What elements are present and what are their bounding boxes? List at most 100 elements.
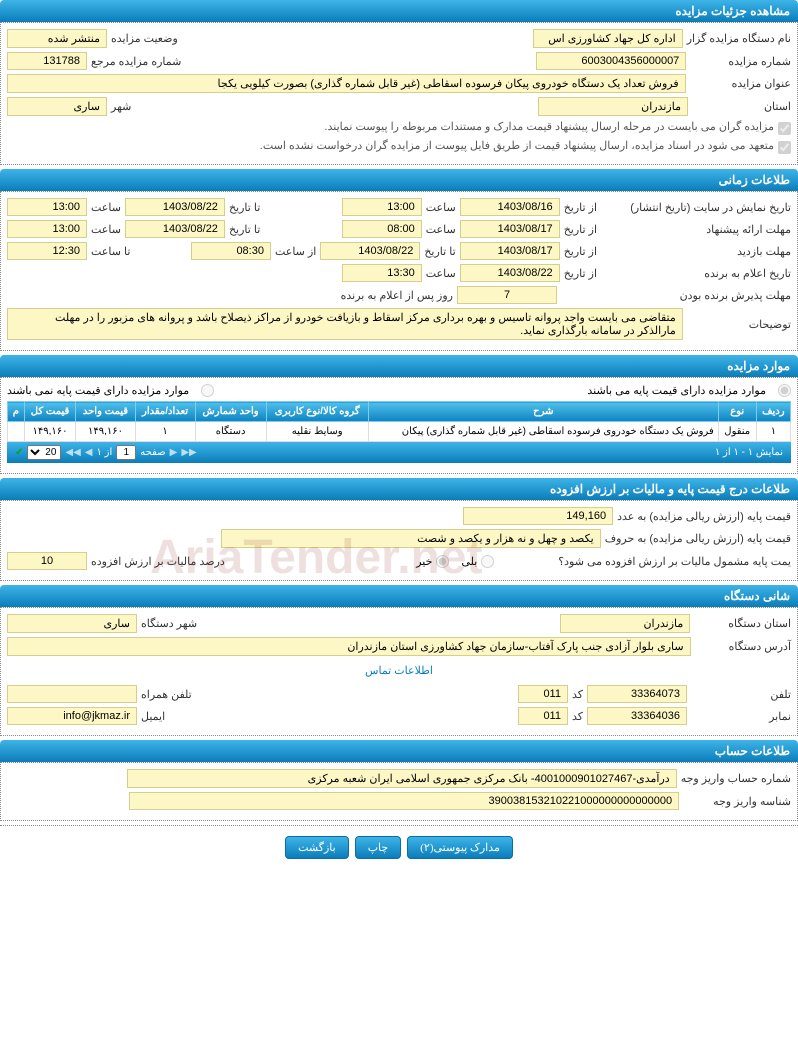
attachments-button[interactable]: مدارک پیوستی(۲): [407, 836, 513, 859]
phone-code-value: 011: [518, 685, 568, 703]
base-num-value: 149,160: [463, 507, 613, 525]
loc-province-value: مازندران: [560, 614, 690, 633]
radio-has-base-input: [778, 384, 791, 397]
vat-yes-input: [481, 555, 494, 568]
vat-yes[interactable]: بلی: [461, 555, 494, 568]
pager-prev-icon[interactable]: ▶: [170, 447, 178, 458]
cb2-label: متعهد می شود در اسناد مزایده، ارسال پیشن…: [260, 139, 774, 152]
display-from-date: 1403/08/16: [460, 198, 560, 216]
location-section-header: شانی دستگاه: [0, 585, 798, 607]
cell-qty: ۱: [135, 422, 195, 442]
radio-has-base-label: موارد مزایده دارای قیمت پایه می باشند: [587, 384, 766, 397]
from-label-2: از تاریخ: [564, 223, 597, 236]
back-button[interactable]: بازگشت: [285, 836, 349, 859]
visit-from-hour: 08:30: [191, 242, 271, 260]
account-section-header: طلاعات حساب: [0, 740, 798, 762]
vat-no-input: [436, 555, 449, 568]
loc-address-label: آدرس دستگاه: [729, 640, 791, 653]
award-hour: 13:30: [342, 264, 422, 282]
loc-city-value: ساری: [7, 614, 137, 633]
city-value: ساری: [7, 97, 107, 116]
acc-label: شماره حساب واریز وجه: [681, 772, 791, 785]
bid-to-date: 1403/08/22: [125, 220, 225, 238]
acc-id-label: شناسه واریز وجه: [713, 795, 791, 808]
print-button[interactable]: چاپ: [355, 836, 402, 859]
mobile-value: [7, 685, 137, 703]
vat-no[interactable]: خیر: [416, 555, 449, 568]
pager-next-icon[interactable]: ◀: [85, 447, 93, 458]
from-label-1: از تاریخ: [564, 201, 597, 214]
pager-size-select[interactable]: 20: [27, 445, 61, 460]
cell-total-price: ۱۴۹,۱۶۰: [24, 422, 76, 442]
visit-label: مهلت بازدید: [601, 245, 791, 258]
cell-num: ۱: [756, 422, 790, 442]
table-row[interactable]: ۱ منقول فروش یک دستگاه خودروی فرسوده اسق…: [8, 422, 791, 442]
hour-label-1: ساعت: [426, 201, 456, 214]
desc-label: توضیحات: [749, 318, 791, 331]
num-value: 6003004356000007: [536, 52, 686, 70]
loc-city-label: شهر دستگاه: [141, 617, 197, 630]
col-qty: تعداد/مقدار: [135, 402, 195, 422]
from-label-4: از تاریخ: [564, 267, 597, 280]
time-section-header: طلاعات زمانی: [0, 169, 798, 191]
award-date: 1403/08/22: [460, 264, 560, 282]
org-value: اداره کل جهاد کشاورزی اس: [533, 29, 683, 48]
mobile-label: تلفن همراه: [141, 688, 192, 701]
desc-value: متقاضی می بایست واجد پروانه تاسیس و بهره…: [7, 308, 683, 340]
radio-has-base[interactable]: موارد مزایده دارای قیمت پایه می باشند: [587, 384, 791, 397]
loc-province-label: استان دستگاه: [728, 617, 791, 630]
title-value: فروش تعداد یک دستگاه خودروی پیکان فرسوده…: [7, 74, 686, 93]
details-section-header: مشاهده جزئیات مزایده: [0, 0, 798, 22]
phone-label: تلفن: [691, 688, 791, 701]
cell-extra: [8, 422, 25, 442]
ref-value: 131788: [7, 52, 87, 70]
visit-to-hour: 12:30: [7, 242, 87, 260]
pager-first-icon[interactable]: ▶▶: [181, 447, 196, 458]
from-hour-label-1: از ساعت: [275, 245, 316, 258]
visit-to-date: 1403/08/22: [320, 242, 420, 260]
accept-label: مهلت پذیرش برنده بودن: [601, 289, 791, 302]
col-total-price: قیمت کل: [24, 402, 76, 422]
hour-label-4: ساعت: [91, 223, 121, 236]
cb1-label: مزایده گران می بایست در مرحله ارسال پیشن…: [324, 120, 774, 133]
checkmark-icon: ✓: [15, 447, 23, 458]
contact-title: اطلاعات تماس: [7, 664, 791, 677]
display-to-hour: 13:00: [7, 198, 87, 216]
cb1: [778, 122, 791, 135]
acc-value: درآمدی-4001000901027467- بانک مرکزی جمهو…: [127, 769, 677, 788]
pager-last-icon[interactable]: ◀◀: [65, 447, 80, 458]
phone-value: 33364073: [587, 685, 687, 703]
status-label: وضعیت مزایده: [111, 32, 178, 45]
pager-of-label: از ۱: [96, 447, 112, 458]
loc-address-value: ساری بلوار آزادی جنب پارک آفتاب-سازمان ج…: [7, 637, 691, 656]
base-num-label: قیمت پایه (ارزش ریالی مزایده) به عدد: [617, 510, 791, 523]
price-section-header: طلاعات درج قیمت پایه و مالیات بر ارزش اف…: [0, 478, 798, 500]
vat-yes-label: بلی: [461, 555, 477, 568]
to-hour-label-1: تا ساعت: [91, 245, 130, 258]
province-label: استان: [764, 100, 791, 113]
col-group: گروه کالا/نوع کاربری: [266, 402, 368, 422]
cell-unit-price: ۱۴۹,۱۶۰: [76, 422, 135, 442]
vat-percent-value: 10: [7, 552, 87, 570]
pager-page-label: صفحه: [140, 447, 165, 458]
cb2: [778, 141, 791, 154]
radio-no-base[interactable]: موارد مزایده دارای قیمت پایه نمی باشند: [7, 384, 214, 397]
bid-from-date: 1403/08/17: [460, 220, 560, 238]
col-unit-price: قیمت واحد: [76, 402, 135, 422]
from-label-3: از تاریخ: [564, 245, 597, 258]
radio-no-base-label: موارد مزایده دارای قیمت پایه نمی باشند: [7, 384, 189, 397]
num-label: شماره مزایده: [728, 55, 791, 68]
accept-days: 7: [457, 286, 557, 304]
org-label: نام دستگاه مزایده گزار: [687, 32, 791, 45]
email-value: info@jkmaz.ir: [7, 707, 137, 725]
col-type: نوع: [718, 402, 756, 422]
fax-label: نمابر: [691, 710, 791, 723]
to-label-3: تا تاریخ: [424, 245, 455, 258]
title-label: عنوان مزایده: [732, 77, 791, 90]
cell-type: منقول: [718, 422, 756, 442]
cell-group: وسایط نقلیه: [266, 422, 368, 442]
award-label: تاریخ اعلام به برنده: [601, 267, 791, 280]
vat-label: یمت پایه مشمول مالیات بر ارزش افزوده می …: [558, 555, 791, 568]
pager-page-input[interactable]: [116, 445, 136, 460]
fax-value: 33364036: [587, 707, 687, 725]
